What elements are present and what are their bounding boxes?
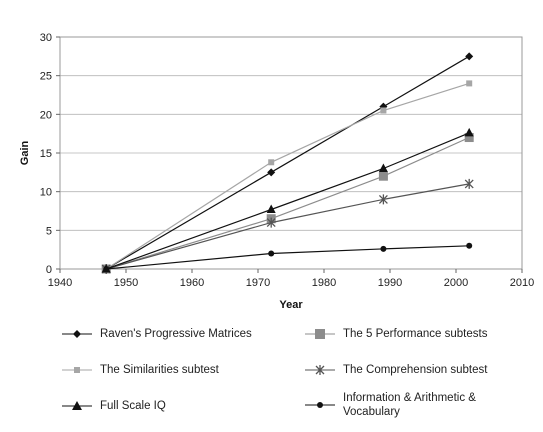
x-tick-label: 1950	[114, 277, 138, 289]
data-point	[266, 217, 276, 228]
x-tick-label: 1980	[312, 277, 336, 289]
x-tick-label: 1970	[246, 277, 270, 289]
series-4	[101, 178, 474, 274]
series-line	[106, 245, 470, 270]
y-tick-label: 30	[40, 32, 52, 44]
data-point	[466, 80, 473, 87]
series-1	[102, 52, 474, 273]
data-point	[465, 52, 474, 61]
series-5	[101, 127, 474, 273]
data-point	[378, 194, 388, 205]
x-tick-label: 2010	[510, 277, 534, 289]
y-tick-label: 25	[40, 71, 52, 83]
series-line	[106, 183, 470, 270]
data-point	[380, 107, 387, 114]
y-tick-label: 15	[40, 148, 52, 160]
y-axis-title: Gain	[19, 140, 31, 165]
data-point	[378, 171, 388, 181]
series-3	[103, 80, 473, 272]
y-tick-label: 20	[40, 109, 52, 121]
series-6	[103, 242, 473, 272]
x-tick-label: 1990	[378, 277, 402, 289]
data-point	[464, 127, 474, 137]
data-point	[103, 266, 110, 272]
y-tick-label: 10	[40, 187, 52, 199]
data-point	[268, 159, 275, 166]
x-axis-title: Year	[279, 299, 303, 311]
data-point	[268, 250, 275, 257]
data-point	[380, 245, 387, 252]
data-point	[466, 242, 473, 249]
data-point	[266, 204, 276, 213]
axes	[56, 36, 523, 273]
series-layer	[101, 52, 474, 274]
series-line	[105, 82, 470, 270]
tick-labels: 0 5 10 15 20 25 30 1940 1950 1960 1970 1980 1990 2000…	[40, 32, 534, 289]
data-point	[464, 133, 474, 143]
y-tick-label: 0	[46, 264, 52, 276]
data-point	[378, 163, 388, 172]
x-tick-label: 1960	[180, 277, 204, 289]
y-tick-label: 5	[46, 225, 52, 237]
x-tick-label: 2000	[444, 277, 468, 289]
data-point	[464, 178, 474, 189]
series-line	[106, 136, 470, 270]
series-line	[105, 55, 470, 270]
series-line	[105, 132, 470, 270]
data-point	[267, 168, 276, 177]
x-tick-label: 1940	[48, 277, 72, 289]
